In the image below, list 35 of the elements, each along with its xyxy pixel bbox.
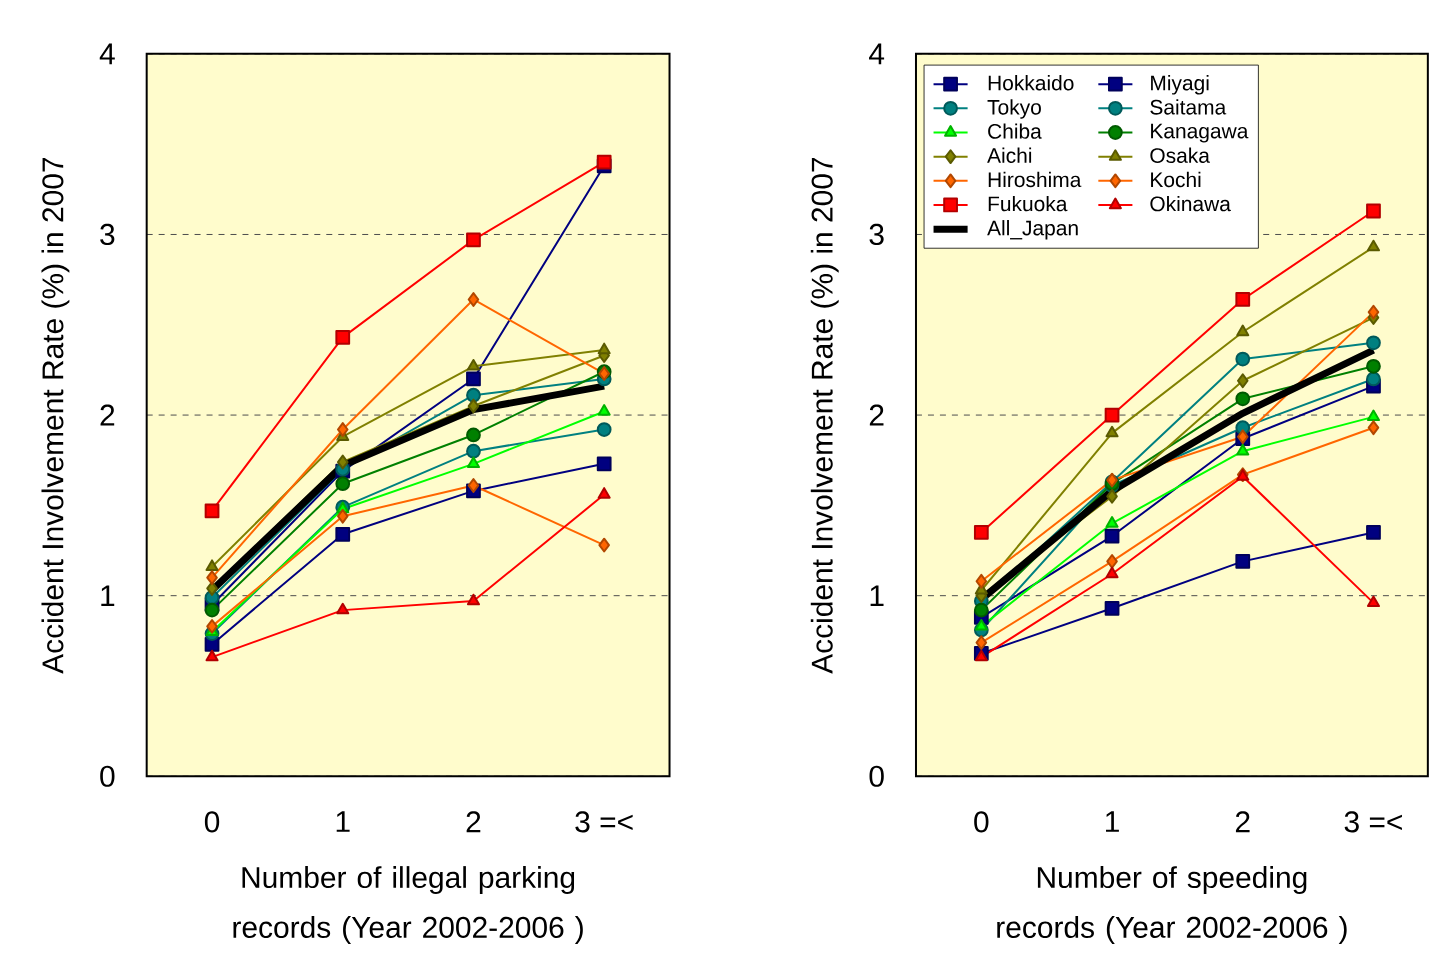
y-tick-label: 4 (869, 43, 885, 65)
legend-label: Hiroshima (988, 171, 1082, 188)
y-tick-label: 3 (100, 223, 115, 246)
legend-label: All_Japan (987, 220, 1078, 240)
y-tick-label: 3 (869, 223, 884, 246)
y-tick-label: 0 (869, 765, 884, 787)
legend-label: Aichi (987, 147, 1032, 164)
x-tick-label: 0 (974, 811, 989, 833)
x-tick-label: 1 (336, 811, 350, 832)
y-tick-label: 1 (870, 585, 884, 607)
legend-label: Chiba (988, 123, 1042, 139)
x-tick-label: 3 =< (1344, 811, 1402, 833)
y-axis-title: Accident Involvement Rate (%) in 2007 (810, 158, 839, 674)
x-tick-label: 0 (204, 811, 220, 833)
legend-label: Kanagawa (1151, 123, 1249, 143)
legend-label: Okinawa (1150, 195, 1231, 212)
y-tick-label: 0 (100, 765, 115, 787)
y-axis-title: Accident Involvement Rate (%) in 2007 (41, 158, 70, 674)
legend-label: Osaka (1150, 147, 1210, 164)
legend-label: Kochi (1151, 171, 1201, 188)
legend-label: Miyagi (1151, 75, 1209, 95)
y-tick-label: 4 (99, 43, 115, 65)
x-tick-label: 2 (1235, 811, 1250, 833)
y-tick-label: 2 (869, 404, 884, 426)
x-axis-title: Number of illegal parking records (Year 2002-2006 ) (233, 866, 583, 944)
x-tick-label: 2 (466, 811, 481, 833)
legend-label: Hokkaido (988, 75, 1074, 91)
x-axis-title: Number of speeding records (Year 2002-2006 ) (997, 866, 1347, 944)
x-tick-label: 3 =< (575, 811, 633, 833)
y-tick-label: 2 (100, 404, 115, 426)
y-tick-label: 1 (101, 585, 115, 607)
legend-label: Fukuoka (988, 195, 1068, 212)
x-tick-label: 1 (1106, 811, 1119, 832)
legend-label: Tokyo (987, 99, 1041, 119)
legend-label: Saitama (1150, 99, 1227, 115)
